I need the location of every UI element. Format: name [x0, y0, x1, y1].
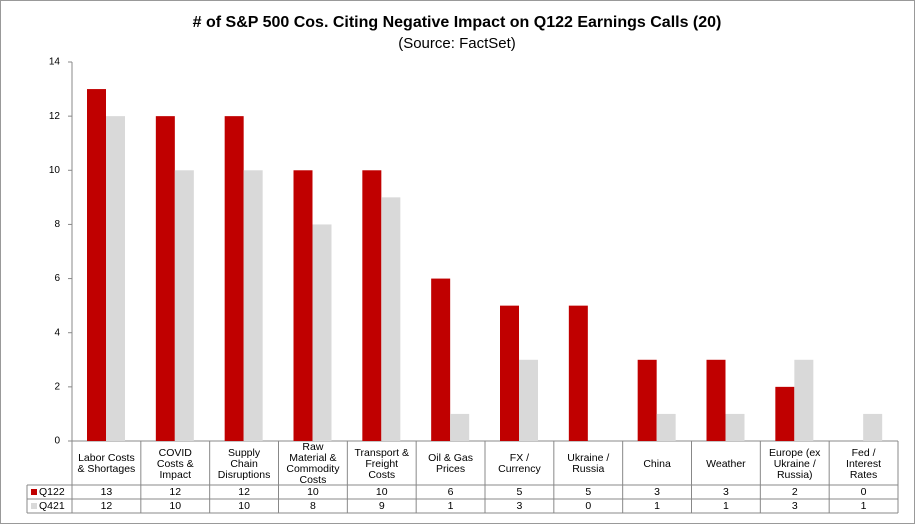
legend-label: Q421	[39, 500, 65, 512]
table-value: 5	[585, 486, 591, 498]
table-value: 3	[654, 486, 660, 498]
y-tick-label: 12	[49, 111, 61, 122]
x-tick-label: Weather	[706, 457, 746, 470]
y-tick-label: 10	[49, 165, 61, 176]
table-value: 10	[169, 500, 181, 512]
bar	[381, 197, 401, 441]
bar	[431, 278, 451, 441]
bar	[863, 413, 883, 441]
table-value: 1	[723, 500, 729, 512]
bar	[243, 170, 263, 442]
y-tick-label: 2	[54, 381, 60, 392]
legend-key	[31, 503, 37, 509]
table-value: 3	[723, 486, 729, 498]
bar	[450, 413, 470, 441]
chart-title: # of S&P 500 Cos. Citing Negative Impact…	[193, 14, 722, 31]
y-tick-label: 14	[49, 57, 61, 68]
y-tick-label: 0	[54, 436, 60, 447]
y-tick-label: 8	[54, 219, 60, 230]
x-tick-label: FX / Currency	[498, 452, 541, 475]
table-value: 12	[169, 486, 181, 498]
table-value: 1	[861, 500, 867, 512]
bar	[312, 224, 332, 441]
y-tick-label: 4	[54, 327, 60, 338]
table-value: 8	[310, 500, 316, 512]
table-value: 1	[654, 500, 660, 512]
table-value: 10	[307, 486, 319, 498]
x-tick-label: Fed / Interest Rates	[846, 446, 882, 481]
table-value: 3	[516, 500, 522, 512]
bar	[775, 386, 795, 441]
bar	[500, 305, 519, 441]
table-value: 6	[448, 486, 454, 498]
x-tick-label: Labor Costs & Shortages	[77, 452, 136, 475]
x-tick-label: Raw Material & Commodity Costs	[286, 441, 340, 486]
x-tick-label: COVID Costs & Impact	[156, 446, 194, 481]
bar	[87, 89, 106, 442]
x-tick-label: Europe (ex Ukraine / Russia)	[769, 446, 821, 481]
legend-key	[31, 489, 37, 495]
bar	[362, 170, 382, 442]
legend-label: Q122	[39, 486, 65, 498]
bar	[293, 170, 313, 442]
table-value: 5	[516, 486, 522, 498]
x-tick-label: China	[643, 457, 671, 470]
bar	[519, 359, 538, 441]
bar	[794, 359, 814, 441]
bar	[656, 413, 676, 441]
table-value: 13	[101, 486, 113, 498]
table-value: 9	[379, 500, 385, 512]
table-value: 0	[861, 486, 867, 498]
table-value: 12	[101, 500, 113, 512]
bar	[155, 116, 175, 442]
bar	[637, 359, 657, 441]
bar	[725, 413, 745, 441]
table-value: 12	[238, 486, 250, 498]
table-value: 2	[792, 486, 798, 498]
x-tick-label: Ukraine / Russia	[567, 452, 610, 475]
table-value: 10	[376, 486, 388, 498]
x-tick-label: Transport & Freight Costs	[354, 446, 409, 481]
x-tick-label: Supply Chain Disruptions	[217, 446, 271, 481]
bar	[224, 116, 244, 442]
bar	[568, 305, 588, 441]
bar	[174, 170, 194, 442]
table-value: 3	[792, 500, 798, 512]
table-value: 1	[448, 500, 454, 512]
bar	[106, 116, 125, 442]
chart-subtitle: (Source: FactSet)	[398, 35, 516, 52]
x-tick-label: Oil & Gas Prices	[428, 452, 474, 475]
bar	[706, 359, 726, 441]
table-value: 10	[238, 500, 250, 512]
table-value: 0	[585, 500, 591, 512]
y-tick-label: 6	[54, 273, 60, 284]
